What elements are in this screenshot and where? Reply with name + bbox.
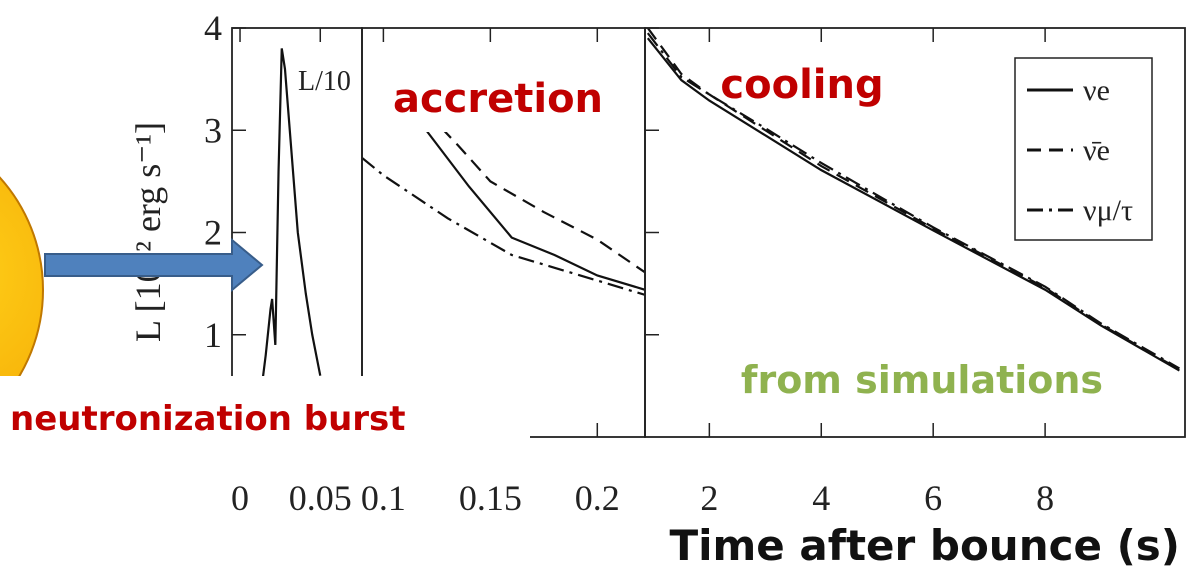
x-tick-label: 8 xyxy=(1036,478,1054,518)
y-tick-label: 3 xyxy=(204,110,222,150)
phase-label: accretion xyxy=(393,76,603,122)
y-tick-label: 4 xyxy=(204,8,222,48)
series-line xyxy=(258,48,322,407)
x-tick-label: 0.2 xyxy=(575,478,620,518)
label-box xyxy=(370,62,626,132)
x-tick-label: 0.15 xyxy=(459,478,522,518)
y-tick-label: 2 xyxy=(204,213,222,253)
y-axis-title: L [10⁵² erg s⁻¹] xyxy=(128,122,168,342)
series-line xyxy=(646,32,1180,370)
label-box xyxy=(0,376,530,446)
x-tick-label: 6 xyxy=(924,478,942,518)
legend-label: νe xyxy=(1083,74,1110,107)
y-tick-label: 1 xyxy=(204,315,222,355)
series-line xyxy=(646,28,1180,371)
x-tick-label: 0 xyxy=(231,478,249,518)
arrow xyxy=(44,237,264,293)
x-tick-label: 4 xyxy=(812,478,830,518)
series-line xyxy=(362,157,645,296)
series-line xyxy=(646,37,1180,372)
legend-label: ν̄e xyxy=(1083,134,1110,167)
star xyxy=(0,176,44,404)
x-tick-label: 2 xyxy=(700,478,718,518)
x-tick-label: 0.05 xyxy=(289,478,352,518)
series-line xyxy=(425,111,645,274)
legend-label: νμ/τ xyxy=(1083,194,1133,227)
x-axis-title: Time after bounce (s) xyxy=(669,521,1180,570)
source-note: from simulations xyxy=(741,358,1103,402)
phase-label: cooling xyxy=(720,62,883,108)
phase-label: neutronization burst xyxy=(10,399,406,439)
overlay: accretion cooling neutronization burst f… xyxy=(0,62,1180,570)
annotation: L/10 xyxy=(298,66,351,97)
x-tick-label: 0.1 xyxy=(361,478,406,518)
